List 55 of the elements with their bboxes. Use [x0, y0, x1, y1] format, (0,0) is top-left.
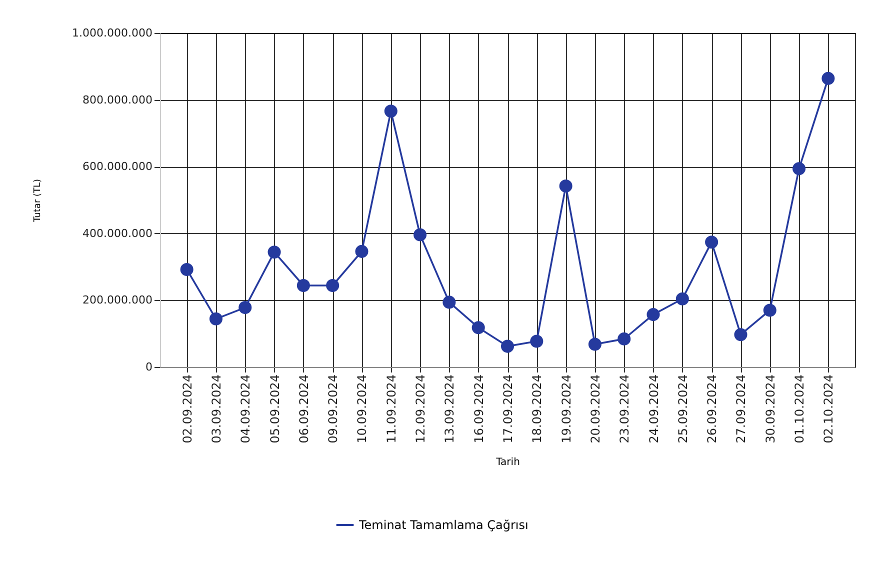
x-tick-label: 17.09.2024: [501, 374, 515, 444]
x-tick-label: 18.09.2024: [530, 374, 544, 444]
x-tick-label: 27.09.2024: [734, 374, 748, 444]
x-tick-label: 04.09.2024: [238, 374, 253, 444]
x-tick-label: 13.09.2024: [442, 374, 457, 444]
x-tick-label: 10.09.2024: [355, 374, 370, 444]
x-tick-label: 26.09.2024: [705, 374, 720, 444]
point: [792, 162, 806, 176]
point: [384, 104, 398, 118]
x-tick-label: 24.09.2024: [646, 374, 661, 444]
x-tick-label: 23.09.2024: [618, 374, 632, 444]
point: [355, 244, 368, 258]
point: [618, 332, 631, 346]
point: [500, 340, 514, 353]
x-tick-label: 01.10.2024: [792, 374, 807, 444]
x-axis-title: Tarih: [495, 457, 520, 468]
point: [646, 308, 660, 322]
point: [705, 236, 718, 249]
x-tick-label: 16.09.2024: [472, 374, 486, 444]
x-tick-label: 03.09.2024: [209, 374, 224, 444]
x-tick-label: 02.10.2024: [822, 374, 836, 444]
y-axis-title: Tutar (TL): [33, 179, 44, 223]
point: [326, 279, 340, 292]
x-tick-label: 05.09.2024: [268, 374, 282, 444]
point: [414, 228, 427, 242]
x-tick-label: 20.09.2024: [588, 374, 602, 444]
legend-label: Teminat Tamamlama Çağrısı: [358, 518, 528, 532]
point: [588, 338, 602, 351]
point: [209, 312, 222, 326]
x-tick-label: 06.09.2024: [296, 374, 311, 444]
y-tick-label: 1.000.000.000: [72, 26, 152, 40]
y-tick-label: 600.000.000: [82, 160, 152, 174]
x-tick-label: 02.09.2024: [180, 374, 194, 444]
point: [559, 179, 572, 192]
point: [296, 279, 310, 292]
point: [472, 321, 485, 334]
x-tick-label: 11.09.2024: [384, 374, 398, 444]
x-tick-label: 25.09.2024: [676, 374, 690, 444]
point: [268, 246, 281, 259]
point: [180, 262, 194, 276]
y-tick-label: 400.000.000: [82, 226, 152, 240]
point: [676, 292, 689, 306]
point: [530, 334, 544, 348]
point: [822, 72, 835, 85]
x-tick-label: 30.09.2024: [763, 374, 778, 444]
point: [734, 328, 748, 342]
x-tick-label: 19.09.2024: [559, 374, 574, 444]
y-tick-label: 0: [146, 360, 152, 374]
point: [763, 304, 776, 317]
y-tick-label: 200.000.000: [82, 294, 152, 307]
point: [238, 301, 252, 314]
point: [442, 296, 456, 309]
x-tick-label: 09.09.2024: [326, 374, 340, 444]
y-tick-label: 800.000.000: [82, 93, 152, 106]
x-tick-label: 12.09.2024: [414, 374, 428, 444]
